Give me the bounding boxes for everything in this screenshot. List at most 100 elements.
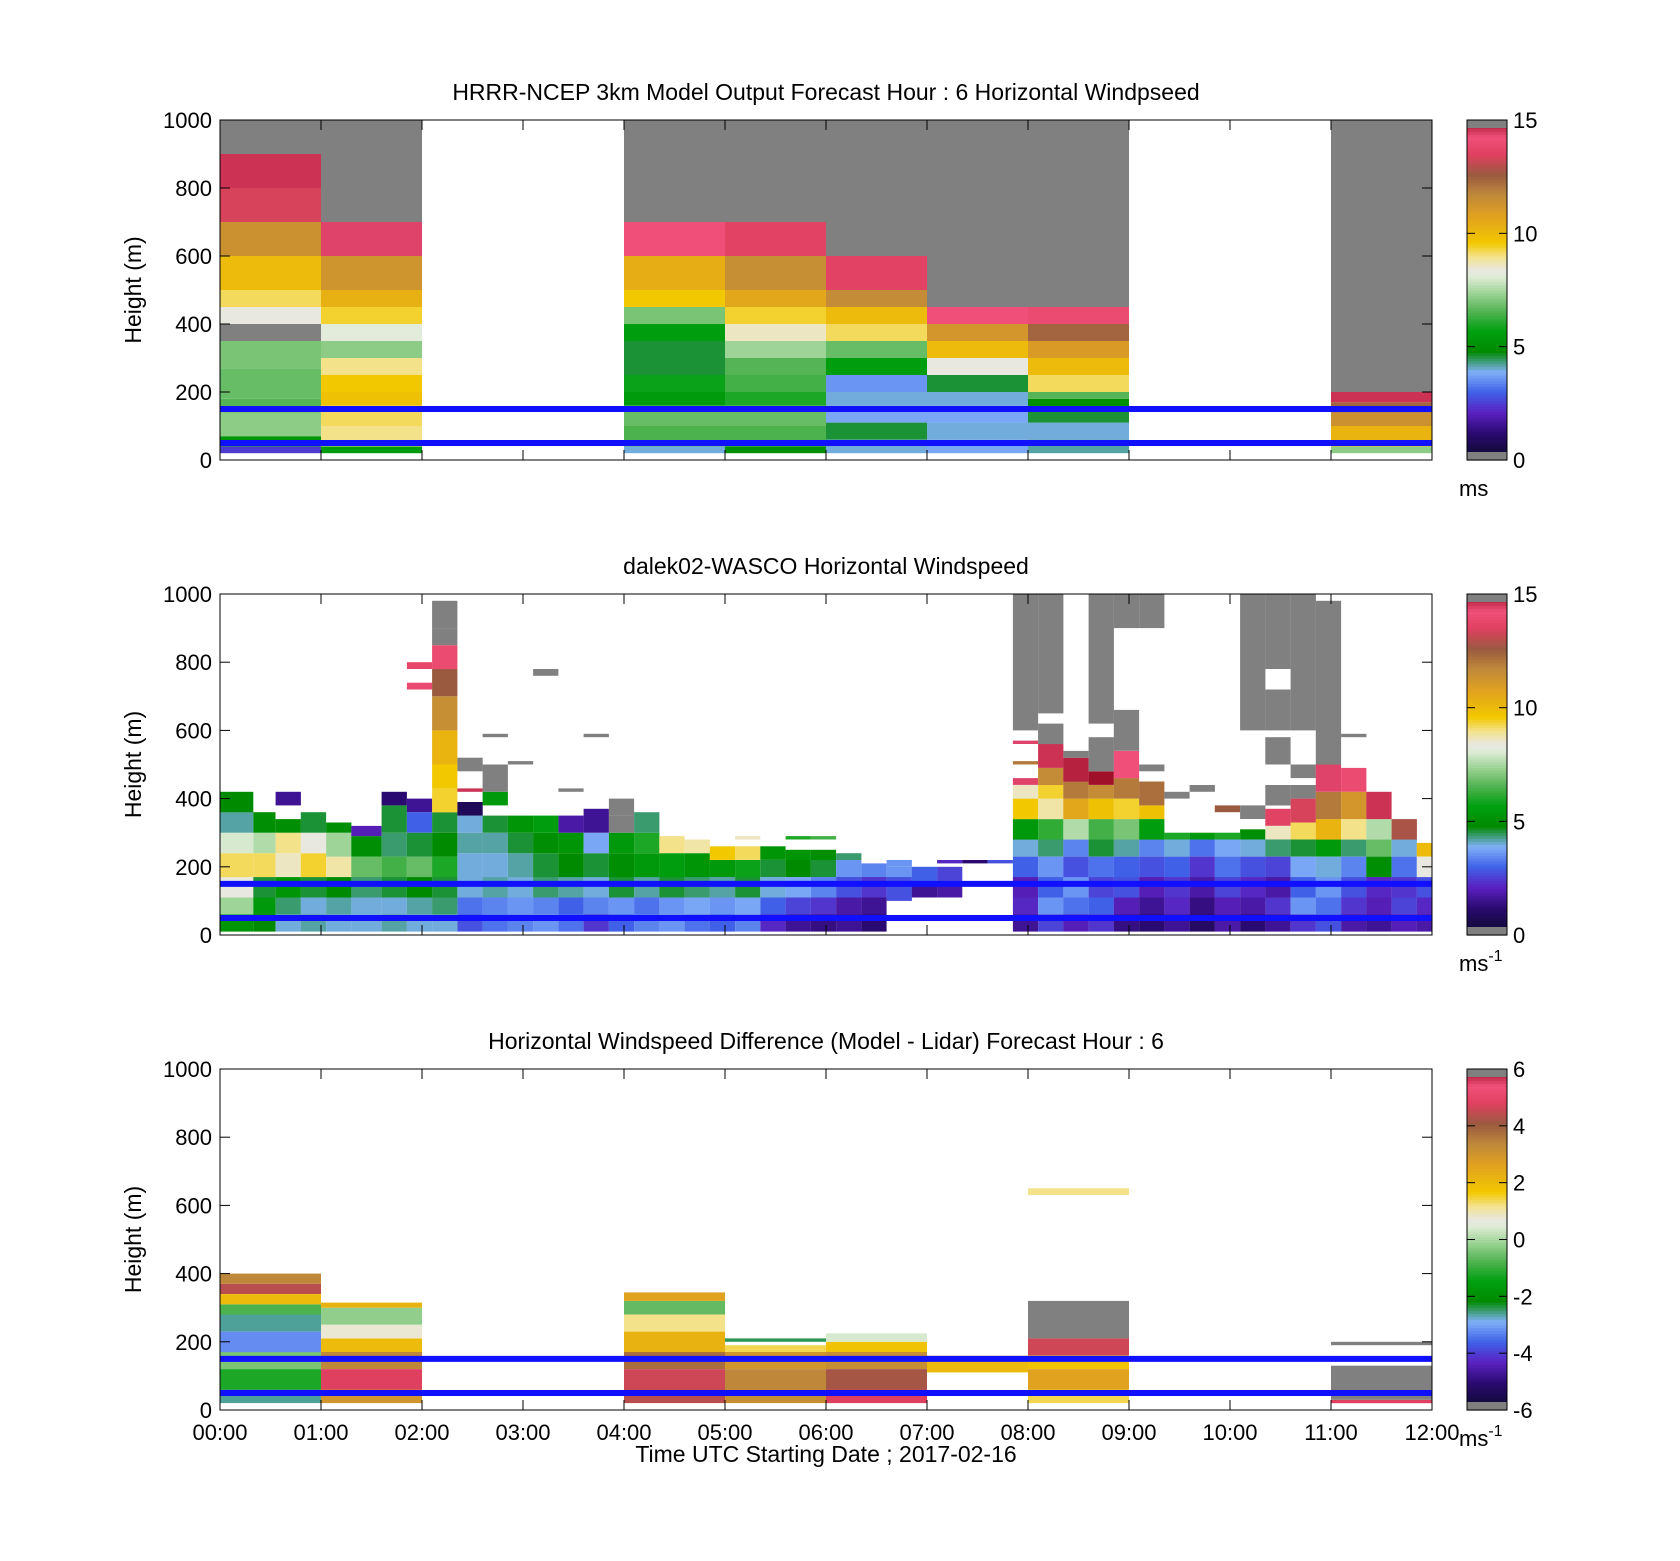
heatmap-cell (624, 290, 725, 307)
heatmap-cell (1290, 785, 1316, 799)
colorbar-segment (1467, 261, 1507, 266)
heatmap-cell (321, 1338, 422, 1352)
colorbar-segment (1467, 292, 1507, 297)
y-tick-label: 800 (175, 650, 212, 675)
heatmap-cell (1315, 764, 1342, 792)
heatmap-cell (987, 860, 1013, 864)
y-tick-label: 0 (200, 1398, 212, 1423)
heatmap-cell (1012, 877, 1039, 898)
heatmap-cell (558, 788, 584, 792)
colorbar-under (1467, 452, 1507, 460)
heatmap-cell (735, 897, 761, 915)
colorbar-segment (1467, 1304, 1507, 1309)
heatmap-cell (351, 825, 382, 837)
colorbar-segment (1467, 1381, 1507, 1386)
heatmap-cell (1265, 808, 1291, 826)
colorbar-segment (1467, 304, 1507, 308)
heatmap-cell (1315, 877, 1342, 898)
heatmap-cell (826, 256, 927, 290)
colorbar-segment (1467, 625, 1507, 629)
colorbar-segment (1467, 1387, 1507, 1391)
heatmap-cell (220, 877, 254, 898)
colorbar-segment (1467, 613, 1507, 618)
heatmap-cell (1113, 750, 1140, 779)
colorbar-tick-label: 4 (1513, 1114, 1525, 1139)
heatmap-cell (725, 324, 826, 341)
colorbar-segment (1467, 1088, 1507, 1093)
colorbar-segment (1467, 812, 1507, 817)
colorbar-segment (1467, 139, 1507, 144)
heatmap-cell (558, 815, 584, 833)
colorbar-segment (1467, 716, 1507, 720)
colorbar-segment (1467, 1390, 1507, 1394)
heatmap-cell (1366, 791, 1392, 820)
colorbar-segment (1467, 1364, 1507, 1368)
colorbar-segment (1467, 1222, 1507, 1226)
heatmap-cell (1290, 594, 1316, 731)
colorbar-segment (1467, 636, 1507, 641)
colorbar-segment (1467, 233, 1507, 237)
heatmap-cell (321, 307, 422, 324)
colorbar-segment (1467, 1293, 1507, 1297)
colorbar-segment (1467, 168, 1507, 172)
heatmap-cell (1139, 819, 1165, 840)
colorbar-segment (1467, 236, 1507, 240)
heatmap-cell (1063, 798, 1089, 820)
colorbar-segment (1467, 1370, 1507, 1374)
x-tick-label: 01:00 (293, 1420, 348, 1445)
heatmap-cell (220, 897, 254, 915)
colorbar-segment (1467, 1276, 1507, 1280)
heatmap-cell (1038, 819, 1064, 840)
heatmap-cell (583, 808, 609, 833)
heatmap-cell (300, 812, 327, 833)
heatmap-cell (1063, 750, 1089, 758)
colorbar-segment (1467, 420, 1507, 424)
heatmap-cell (826, 120, 927, 256)
panel-2: 0 200 400 600 800 1000 dalek02-WASCO Horizonta… (120, 553, 1537, 976)
heatmap-cell (624, 375, 725, 392)
heatmap-cell (1012, 839, 1039, 857)
colorbar-segment (1467, 1205, 1507, 1209)
heatmap-cell (684, 839, 710, 854)
heatmap-cell (1265, 877, 1291, 898)
heatmap-cell (533, 877, 559, 898)
colorbar-segment (1467, 701, 1507, 706)
heatmap-cell (725, 392, 826, 406)
colorbar-segment (1467, 343, 1507, 348)
colorbar-segment (1467, 1378, 1507, 1383)
colorbar-tick-label: 10 (1513, 221, 1537, 246)
colorbar-segment (1467, 1120, 1507, 1124)
colorbar-segment (1467, 1375, 1507, 1380)
colorbar-segment (1467, 355, 1507, 359)
heatmap-cell (583, 897, 609, 915)
heatmap-cell (1189, 897, 1215, 915)
colorbar-segment (1467, 131, 1507, 135)
colorbar-segment (1467, 855, 1507, 859)
heatmap-cell (583, 832, 609, 854)
heatmap-cell (406, 877, 433, 898)
colorbar-over (1467, 120, 1507, 128)
colorbar-segment (1467, 875, 1507, 879)
heatmap-cell (1290, 877, 1316, 898)
heatmap-cell (725, 375, 826, 392)
colorbar-segment (1467, 673, 1507, 678)
colorbar-segment (1467, 639, 1507, 643)
heatmap-cell (608, 877, 635, 898)
heatmap-cell (507, 897, 534, 915)
heatmap-cell (482, 897, 508, 915)
colorbar-segment (1467, 1284, 1507, 1289)
colorbar-segment (1467, 787, 1507, 791)
heatmap-cell (1290, 839, 1316, 857)
heatmap-cell (253, 812, 276, 833)
colorbar-segment (1467, 653, 1507, 658)
colorbar-segment (1467, 699, 1507, 703)
heatmap-cell (826, 290, 927, 307)
heatmap-cell (406, 798, 433, 813)
heatmap-cell (810, 836, 837, 840)
colorbar-segment (1467, 1307, 1507, 1312)
colorbar-segment (1467, 406, 1507, 410)
colorbar-segment (1467, 437, 1507, 441)
colorbar-segment (1467, 1185, 1507, 1189)
colorbar-segment (1467, 1327, 1507, 1332)
colorbar-segment (1467, 923, 1507, 928)
